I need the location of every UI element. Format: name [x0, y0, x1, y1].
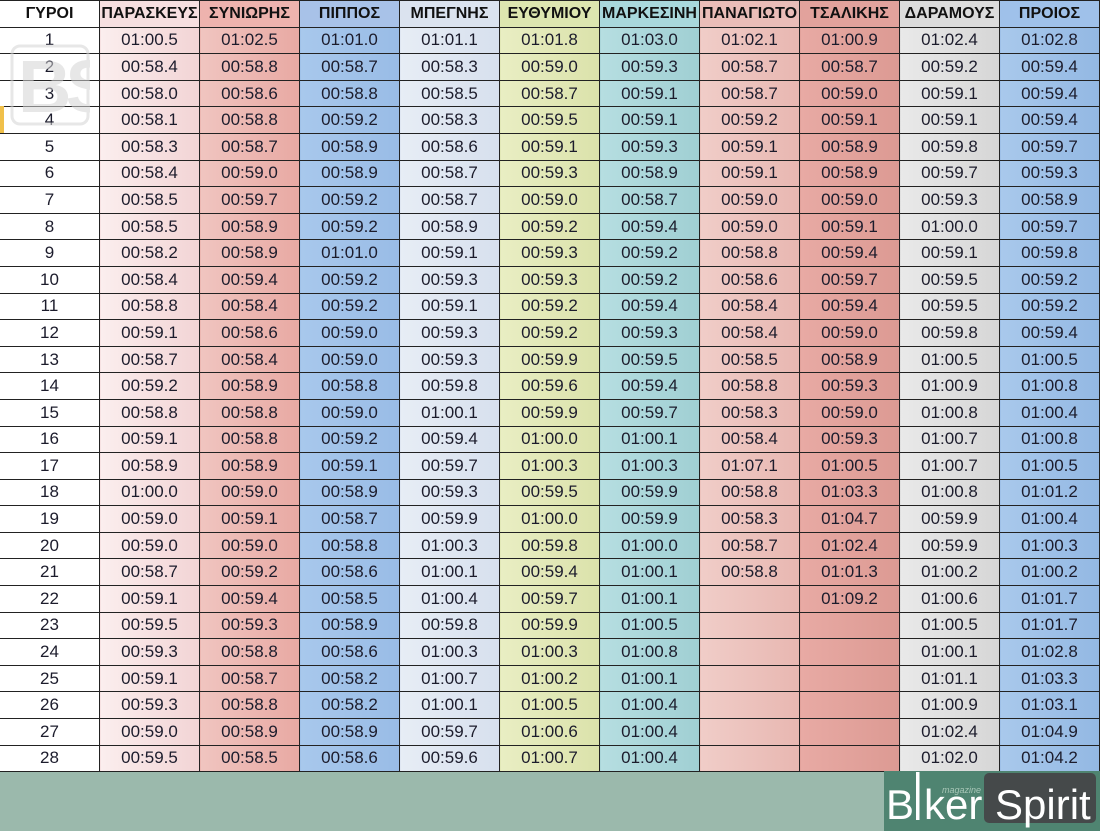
svg-text:magazine: magazine — [942, 785, 981, 795]
svg-text:B: B — [886, 781, 914, 828]
svg-text:Spirit: Spirit — [995, 781, 1091, 828]
